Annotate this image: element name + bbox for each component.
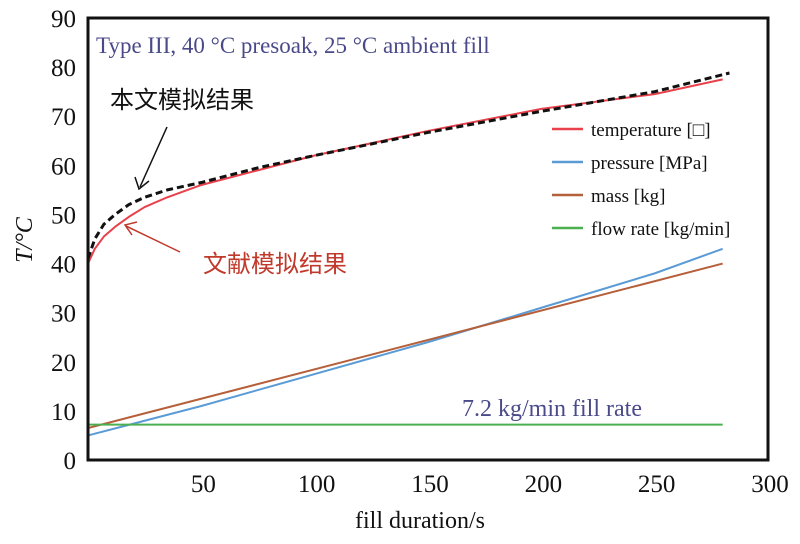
x-tick-label: 200: [525, 471, 563, 498]
series-line-4: [86, 71, 730, 260]
plot-frame: [86, 16, 770, 462]
y-axis-label: T/°C: [12, 216, 38, 263]
legend-label: mass [kg]: [591, 186, 665, 207]
y-tick-label: 80: [51, 55, 76, 82]
x-tick-label: 100: [298, 471, 336, 498]
y-tick-label: 20: [51, 350, 76, 377]
annotation-fill-rate: 7.2 kg/min fill rate: [462, 396, 642, 422]
y-tick-label: 0: [64, 448, 77, 475]
y-tick-label: 60: [51, 153, 76, 180]
x-axis-label: fill duration/s: [355, 508, 485, 534]
series-line-0: [87, 78, 723, 264]
arrowhead-literature: [123, 221, 138, 236]
legend-label: flow rate [kg/min]: [591, 219, 730, 240]
legend: temperature [□] pressure [MPa] mass [kg] fl…: [552, 120, 730, 240]
y-tick-label: 40: [51, 252, 76, 279]
chart-title: Type III, 40 °C presoak, 25 °C ambient f…: [96, 33, 490, 58]
x-tick-label: 250: [638, 471, 676, 498]
series-line-1: [87, 247, 724, 437]
y-tick-label: 30: [51, 301, 76, 328]
y-ticks: 0 10 20 30 40 50 60 70 80 90: [51, 6, 76, 475]
legend-label: temperature [□]: [591, 120, 711, 141]
y-tick-label: 50: [51, 202, 76, 229]
series-lines: [86, 71, 730, 437]
series-line-2: [87, 262, 723, 430]
x-tick-label: 300: [751, 471, 789, 498]
y-tick-label: 10: [51, 399, 76, 426]
legend-label: pressure [MPa]: [591, 153, 708, 174]
y-tick-label: 90: [51, 6, 76, 33]
x-tick-label: 50: [191, 471, 216, 498]
arrowhead-this-work: [134, 176, 150, 191]
x-ticks: 50 100 150 200 250 300: [191, 471, 789, 498]
arrow-literature: [125, 225, 181, 253]
annotation-literature: 文献模拟结果: [203, 251, 347, 278]
annotation-this-work: 本文模拟结果: [110, 87, 254, 114]
x-tick-label: 150: [411, 471, 449, 498]
y-tick-label: 70: [51, 104, 76, 131]
arrow-this-work: [139, 126, 168, 188]
